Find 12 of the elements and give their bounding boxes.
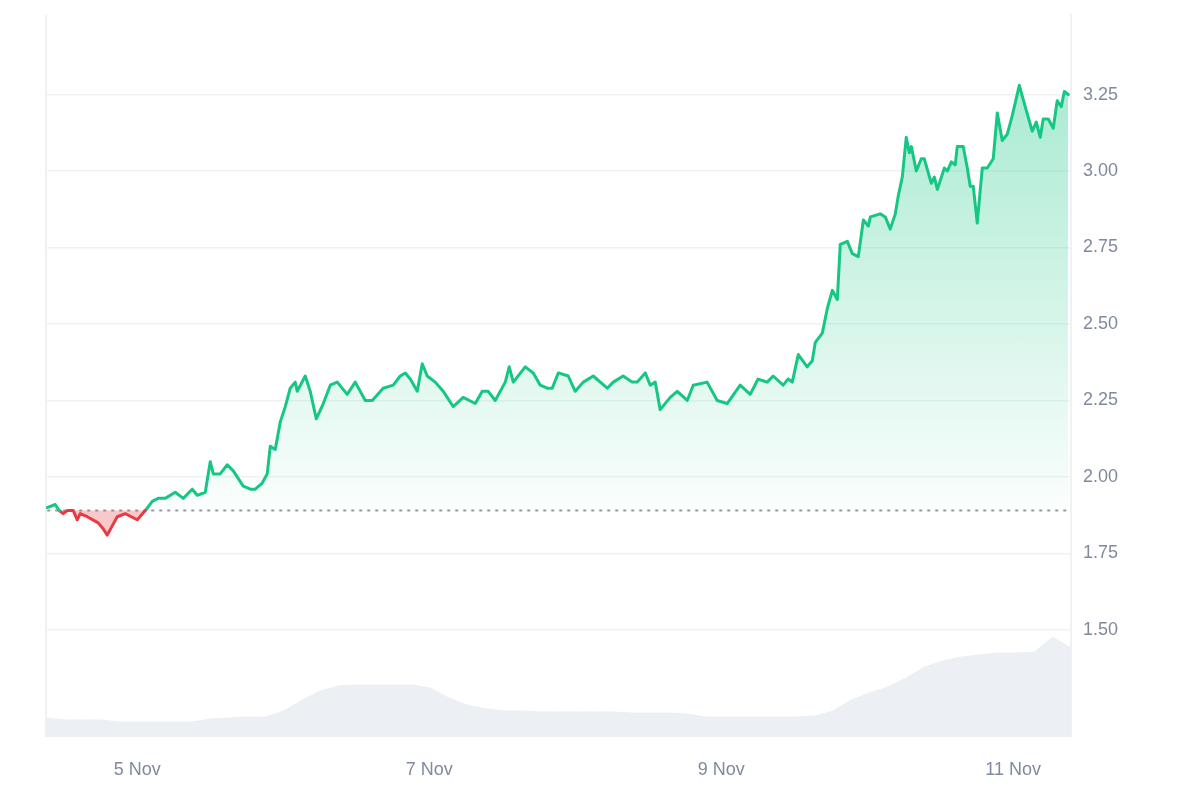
x-tick-label: 5 Nov [113, 758, 161, 779]
y-tick-label: 2.50 [1083, 312, 1119, 333]
y-tick-label: 3.00 [1083, 159, 1119, 180]
x-tick-label: 7 Nov [405, 758, 453, 779]
y-tick-label: 3.25 [1083, 83, 1119, 104]
y-tick-label: 2.00 [1083, 465, 1119, 486]
y-tick-label: 2.25 [1083, 389, 1119, 410]
y-tick-label: 2.75 [1083, 236, 1119, 257]
y-tick-label: 1.50 [1083, 618, 1119, 639]
x-tick-label: 9 Nov [697, 758, 745, 779]
x-tick-label: 11 Nov [985, 758, 1042, 779]
y-tick-label: 1.75 [1083, 542, 1119, 563]
